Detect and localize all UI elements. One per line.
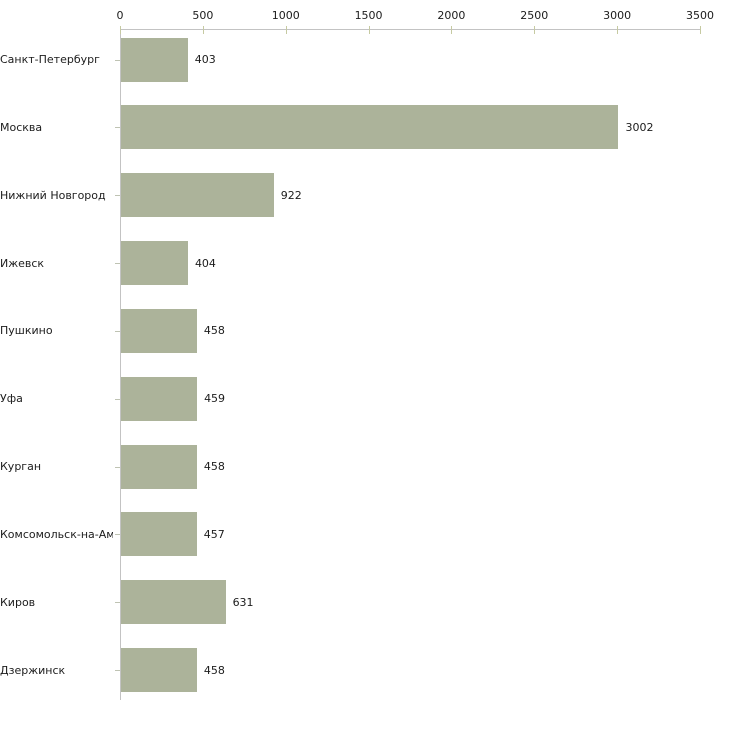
category-label: Курган: [0, 460, 42, 474]
x-axis-tick: [451, 26, 452, 34]
bar-value-label: 457: [203, 527, 225, 541]
category-tick: [115, 467, 120, 468]
x-axis-tick-label: 500: [192, 9, 214, 22]
category-label: Киров: [0, 595, 36, 609]
bar: [121, 173, 274, 218]
bar-value-label: 631: [232, 595, 254, 609]
x-axis-tick-label: 2500: [520, 9, 549, 22]
category-label: Москва: [0, 120, 43, 134]
x-axis-line: [120, 29, 701, 30]
x-axis-tick-label: 2000: [437, 9, 466, 22]
x-axis-tick: [534, 26, 535, 34]
bar-value-label: 459: [204, 392, 226, 406]
bar: [121, 241, 188, 286]
category-tick: [115, 331, 120, 332]
category-label: Комсомольск-на-Амуре: [0, 527, 113, 541]
bar: [121, 580, 226, 625]
x-axis-tick-label: 1000: [271, 9, 300, 22]
x-axis-tick-label: 3500: [686, 9, 714, 22]
x-axis-tick: [203, 26, 204, 34]
category-tick: [115, 670, 120, 671]
x-axis-tick: [700, 26, 701, 34]
bar: [121, 105, 619, 150]
category-tick: [115, 195, 120, 196]
bar: [121, 648, 197, 693]
y-axis-line: [120, 29, 121, 700]
category-label: Санкт-Петербург: [0, 53, 100, 66]
category-tick: [115, 263, 120, 264]
category-label: Дзержинск: [0, 663, 66, 677]
bar: [121, 308, 197, 353]
category-tick: [115, 534, 120, 535]
bar-value-label: 404: [194, 256, 216, 270]
bar-value-label: 458: [203, 324, 225, 338]
x-axis-tick-label: 1500: [354, 9, 383, 22]
bar-value-label: 403: [194, 53, 216, 66]
category-label: Нижний Новгород: [0, 188, 106, 202]
bar: [121, 444, 197, 489]
category-tick: [115, 127, 120, 128]
bar-value-label: 3002: [625, 120, 654, 134]
x-axis-tick: [369, 26, 370, 34]
bar: [121, 512, 197, 557]
x-axis-tick-label: 3000: [603, 9, 632, 22]
category-label: Пушкино: [0, 324, 53, 338]
category-tick: [115, 399, 120, 400]
category-label: Ижевск: [0, 256, 45, 270]
bar: [121, 376, 198, 421]
bar-value-label: 922: [280, 188, 302, 202]
x-axis-tick-label: 0: [116, 9, 124, 22]
category-tick: [115, 602, 120, 603]
x-axis-tick: [617, 26, 618, 34]
bar-value-label: 458: [203, 460, 225, 474]
x-axis-tick: [120, 26, 121, 34]
bar: [121, 37, 188, 82]
category-label: Уфа: [0, 392, 23, 406]
category-tick: [115, 60, 120, 61]
bar-value-label: 458: [203, 663, 225, 677]
x-axis-tick: [286, 26, 287, 34]
